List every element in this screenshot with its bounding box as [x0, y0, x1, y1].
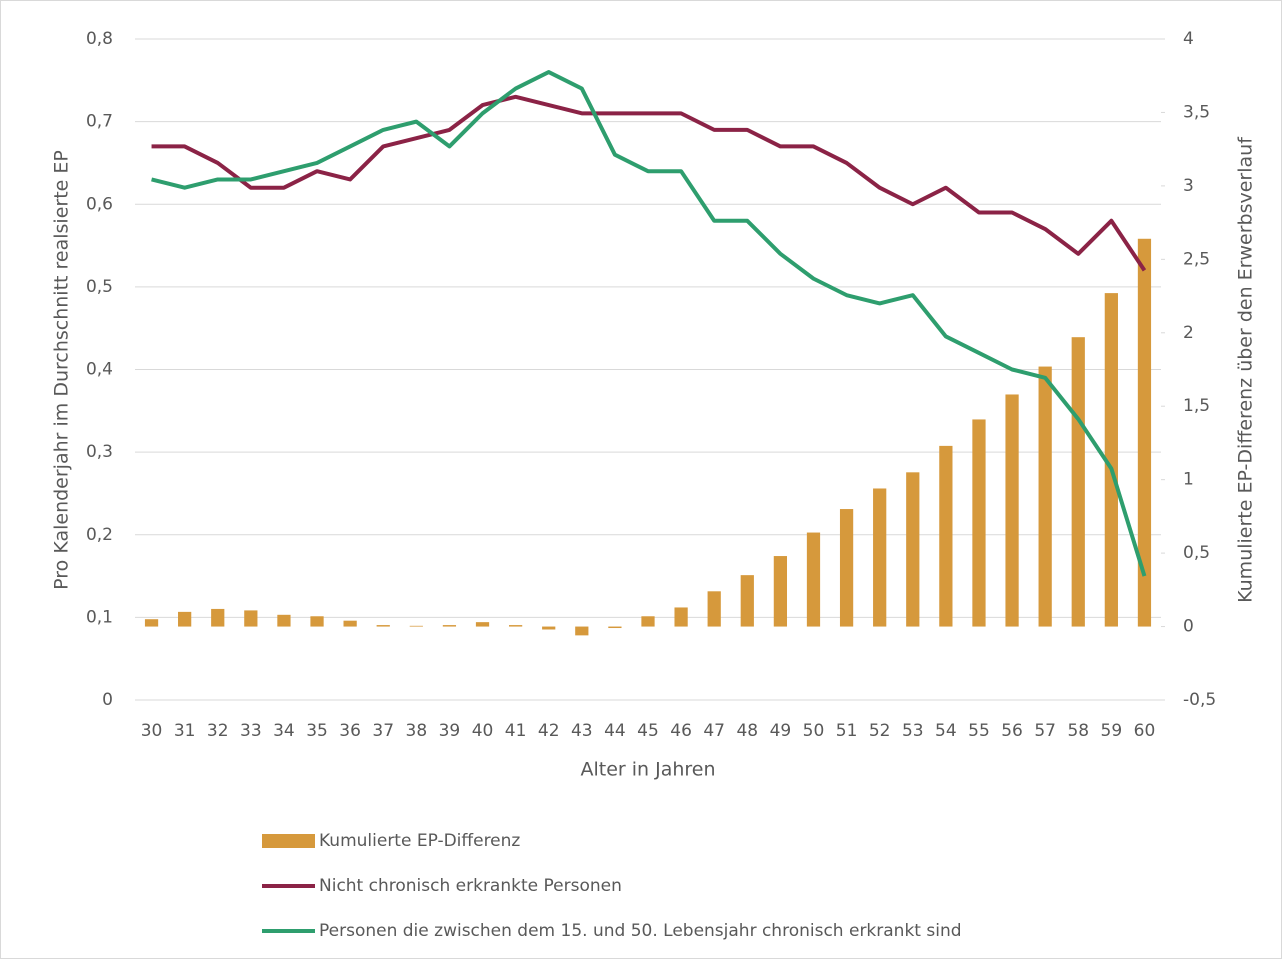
- bar: [1038, 366, 1052, 627]
- legend-label: Personen die zwischen dem 15. und 50. Le…: [319, 921, 962, 941]
- bar: [773, 556, 788, 627]
- x-tick-label: 33: [240, 721, 262, 741]
- x-tick-label: 35: [306, 721, 328, 741]
- x-axis-label: Alter in Jahren: [580, 759, 715, 781]
- x-tick-label: 47: [703, 721, 725, 741]
- x-tick-label: 40: [472, 721, 494, 741]
- line: [151, 94, 1147, 272]
- x-tick-label: 45: [637, 721, 659, 741]
- x-tick-label: 57: [1034, 721, 1056, 741]
- y2-tick-label: 1: [1183, 470, 1194, 490]
- x-tick-label: 34: [273, 721, 295, 741]
- y2-tick-label: -0,5: [1183, 690, 1216, 710]
- legend-label: Kumulierte EP-Differenz: [319, 831, 520, 851]
- y2-tick-label: 2,5: [1183, 249, 1210, 269]
- legend-label: Nicht chronisch erkrankte Personen: [319, 876, 622, 896]
- bar: [442, 625, 457, 627]
- y2-tick-label: 4: [1183, 29, 1194, 49]
- x-tick-label: 39: [439, 721, 461, 741]
- x-tick-label: 55: [968, 721, 990, 741]
- bar: [277, 614, 291, 627]
- bar: [1137, 238, 1152, 627]
- line: [151, 70, 1147, 577]
- legend-swatch: [262, 834, 315, 848]
- x-tick-label: 53: [902, 721, 924, 741]
- y2-tick-label: 0: [1183, 617, 1194, 637]
- x-tick-label: 38: [406, 721, 428, 741]
- x-tick-label: 51: [836, 721, 858, 741]
- x-tick-label: 59: [1101, 721, 1123, 741]
- x-tick-label: 32: [207, 721, 229, 741]
- bar: [641, 616, 655, 627]
- bar: [972, 419, 986, 627]
- bar: [244, 610, 258, 627]
- y-tick-label: 0,8: [86, 29, 113, 49]
- bar: [839, 509, 854, 627]
- y-tick-label: 0,1: [86, 607, 113, 627]
- bar: [376, 625, 390, 627]
- bar: [310, 616, 324, 627]
- x-tick-label: 41: [505, 721, 527, 741]
- y2-axis-label: Kumulierte EP-Differenz über den Erwerbs…: [1235, 136, 1257, 603]
- bar: [178, 611, 192, 627]
- y2-tick-label: 3,5: [1183, 102, 1210, 122]
- x-tick-label: 54: [935, 721, 957, 741]
- bar: [211, 608, 225, 627]
- bar: [343, 620, 357, 627]
- y2-tick-label: 2: [1183, 323, 1194, 343]
- bar: [575, 626, 589, 636]
- x-tick-label: 52: [869, 721, 891, 741]
- y2-tick-label: 0,5: [1183, 543, 1210, 563]
- x-tick-label: 60: [1134, 721, 1156, 741]
- y-tick-label: 0,2: [86, 525, 113, 545]
- bar: [508, 625, 523, 627]
- x-tick-label: 50: [803, 721, 825, 741]
- bar: [740, 575, 754, 627]
- x-tick-label: 31: [174, 721, 196, 741]
- bar: [806, 532, 821, 627]
- x-tick-label: 58: [1067, 721, 1089, 741]
- bar: [608, 626, 622, 629]
- x-tick-label: 46: [670, 721, 692, 741]
- y-tick-label: 0,7: [86, 112, 113, 132]
- x-tick-label: 42: [538, 721, 560, 741]
- bar: [1071, 337, 1085, 627]
- bar: [674, 607, 688, 627]
- y-tick-label: 0: [102, 690, 113, 710]
- y-tick-label: 0,5: [86, 277, 113, 297]
- bar: [475, 622, 490, 627]
- bar: [542, 626, 556, 630]
- bar: [1005, 394, 1019, 627]
- x-tick-label: 48: [736, 721, 758, 741]
- y2-tick-label: 3: [1183, 176, 1194, 196]
- y-tick-label: 0,6: [86, 194, 113, 214]
- x-tick-label: 56: [1001, 721, 1023, 741]
- bar: [707, 591, 721, 627]
- y-tick-label: 0,4: [86, 360, 113, 380]
- bar: [873, 488, 887, 627]
- x-tick-label: 44: [604, 721, 626, 741]
- bar: [144, 619, 159, 627]
- x-tick-label: 36: [339, 721, 361, 741]
- x-tick-label: 37: [372, 721, 394, 741]
- x-tick-label: 30: [141, 721, 163, 741]
- bar: [409, 625, 423, 627]
- y2-tick-label: 1,5: [1183, 396, 1210, 416]
- bar: [1104, 293, 1118, 627]
- y-axis-label: Pro Kalenderjahr im Durchschnitt realsie…: [51, 150, 73, 590]
- x-tick-label: 43: [571, 721, 593, 741]
- x-tick-label: 49: [770, 721, 792, 741]
- bar: [906, 472, 920, 627]
- y-tick-label: 0,3: [86, 442, 113, 462]
- bar: [939, 445, 953, 627]
